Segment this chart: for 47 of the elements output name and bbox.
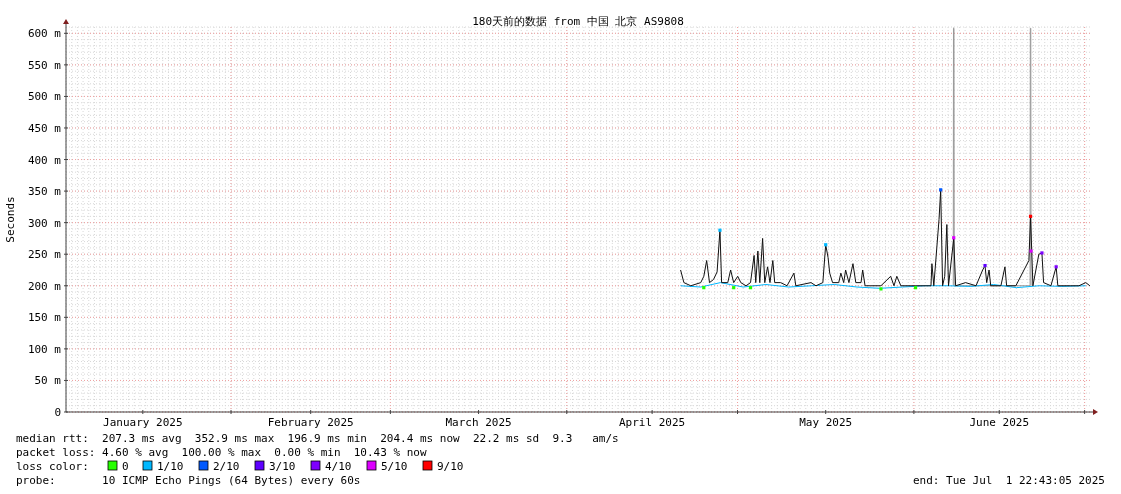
x-tick-label: June 2025 [969,416,1030,429]
y-axis-title: Seconds [4,196,17,243]
x-tick-label: April 2025 [619,416,686,429]
x-tick-label: January 2025 [103,416,183,429]
y-tick-label: 300 m [27,216,62,230]
point [718,228,722,232]
x-tick-label: February 2025 [267,416,354,429]
point [983,263,987,268]
legend-label: 2/10 [213,460,240,473]
point [939,188,943,192]
legend-label: 5/10 [381,460,408,473]
y-tick-label: 200 m [27,279,62,293]
y-tick-label: 250 m [27,248,62,262]
text: median rtt: 207.3 ms avg 352.9 ms max 196.9 ms min 204.4 ms now 22.2 ms sd 9.3 am/s [16,432,619,445]
x-tick-label: March 2025 [445,416,512,429]
chart-title: 180天前的数据 from 中国 北京 AS9808 [472,15,684,28]
y-tick-label: 600 m [27,27,62,41]
text: end: Tue Jul 1 22:43:05 2025 [912,474,1105,487]
point [952,236,956,240]
text: probe: 10 ICMP Echo Pings (64 Bytes) every 60s [16,474,361,487]
y-tick-label: 50 m [34,374,62,388]
point [879,287,883,291]
legend-label: 9/10 [437,460,464,473]
point [1054,265,1058,269]
legend-label: 4/10 [325,460,352,473]
point [1040,251,1044,255]
x-tick-label: May 2025 [799,416,853,429]
legend-label: 3/10 [269,460,296,473]
text: packet loss: 4.60 % avg 100.00 % max 0.00 % min 10.43 % now [16,446,427,459]
y-tick-label: 500 m [27,90,62,104]
point [702,286,706,290]
legend-label: 1/10 [157,460,184,473]
y-tick-label: 350 m [27,185,62,199]
y-tick-label: 100 m [27,342,62,356]
point [913,286,918,290]
text: loss color: [16,460,89,473]
point [748,286,753,290]
y-tick-label: 400 m [27,153,62,167]
point [824,243,828,247]
y-tick-label: 150 m [27,311,62,325]
point [1029,249,1033,253]
y-tick-label: 0 [54,406,61,419]
y-tick-label: 450 m [27,121,62,135]
point [732,286,736,290]
y-tick-label: 550 m [27,58,62,72]
point [1028,214,1033,218]
legend-label: 0 [122,460,129,473]
